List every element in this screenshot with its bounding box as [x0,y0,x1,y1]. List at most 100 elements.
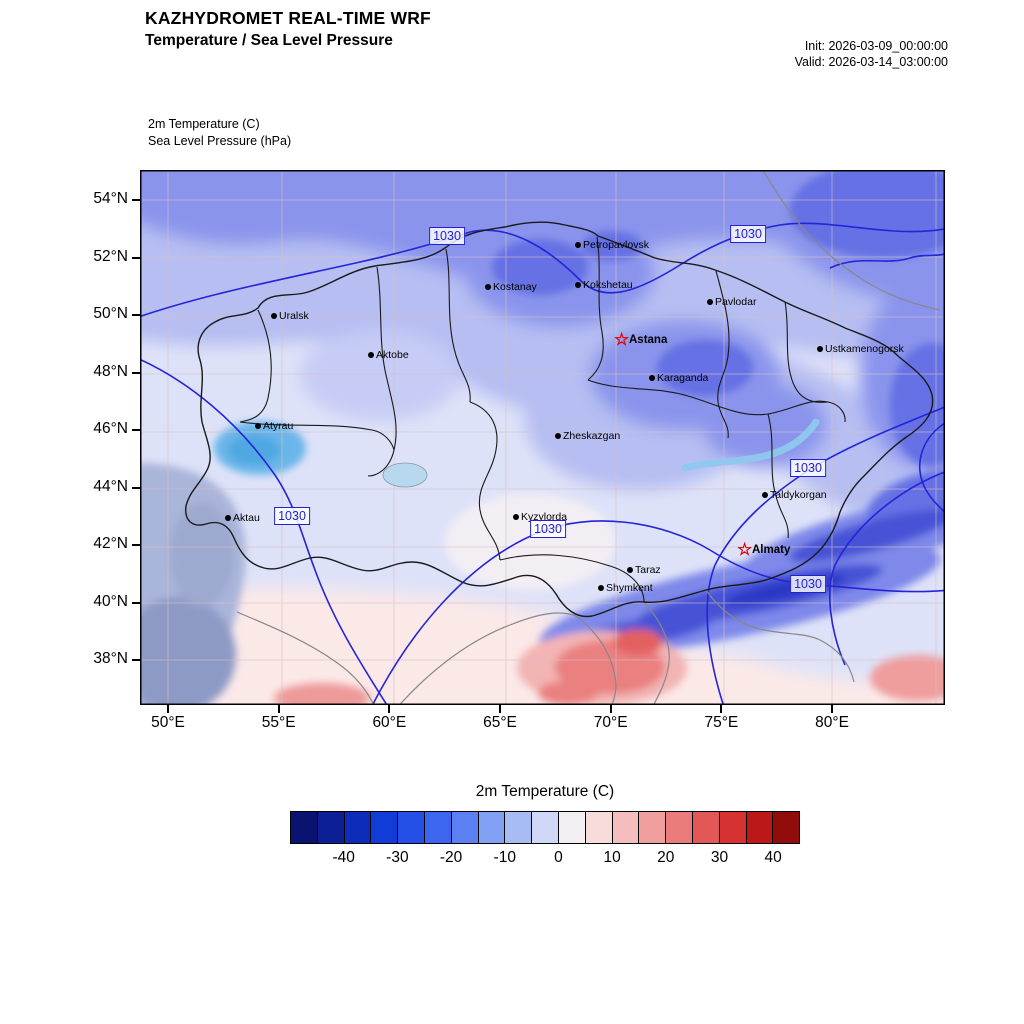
city-label: Taldykorgan [770,489,827,501]
colorbar-cell [666,812,693,843]
colorbar-cell [558,812,586,843]
city-marker [598,585,604,591]
colorbar-cell [639,812,667,843]
city-marker [575,282,581,288]
colorbar-cell [532,812,559,843]
colorbar-tick-label: -20 [439,849,463,866]
city-label: Ustkamenogorsk [825,343,904,355]
lat-tick-label: 40°N [93,592,128,610]
colorbar-cell [692,812,720,843]
lat-tick-label: 48°N [93,362,128,380]
capital-label: Almaty [752,544,791,556]
city-label: Atyrau [263,420,294,432]
city-label: Pavlodar [715,296,757,308]
city-label: Aktobe [376,349,409,361]
colorbar-tick-label: -40 [332,849,355,866]
product-title: KAZHYDROMET REAL-TIME WRF [145,8,431,28]
city-label: Taraz [635,564,661,576]
city-marker [255,423,261,429]
colorbar [290,811,800,844]
lat-tick-label: 54°N [93,190,128,207]
layer-labels: 2m Temperature (C) Sea Level Pressure (h… [148,116,291,150]
city-marker [485,284,491,290]
colorbar-cell [505,812,533,843]
lon-tick-label: 55°E [261,714,296,731]
lon-tickmark [277,705,280,713]
colorbar-ticks: -40 -30 -20 -10 0 10 20 30 40 [290,849,800,871]
capital-star-icon: ☆ [614,330,630,349]
kazakhstan-borders [185,221,934,618]
pressure-contour-label: 1030 [530,520,566,538]
lon-tickmark [167,705,169,713]
pressure-contour-label: 1030 [790,575,826,593]
colorbar-cell [478,812,506,843]
run-info: Init: 2026-03-09_00:00:00 Valid: 2026-03… [795,38,948,70]
city-label: Aktau [233,512,260,524]
colorbar-cell [344,812,372,843]
city-marker [649,375,655,381]
city-label: Uralsk [279,310,309,322]
colorbar-cell [746,812,774,843]
lakes [382,418,820,488]
colorbar-tick-label: -30 [386,849,409,866]
colorbar-cell [585,812,613,843]
lon-tickmark [831,705,834,713]
product-subtitle: Temperature / Sea Level Pressure [145,32,393,49]
lon-tick-label: 75°E [704,714,739,731]
colorbar-tick-label: 40 [764,849,782,866]
colorbar-tick-label: 30 [710,849,729,866]
capital-label: Astana [629,334,668,346]
lon-tick-label: 80°E [815,714,849,731]
city-label: Zheskazgan [563,430,621,442]
map-overlay: Petropavlovsk Kostanay Kokshetau Pavlodar Ur… [140,170,945,705]
layer-label-temperature: 2m Temperature (C) [148,117,260,131]
colorbar-title: 2m Temperature (C) [475,783,615,800]
lat-tickmark [132,486,140,489]
lat-tickmark [132,601,140,604]
pressure-contour-label: 1030 [730,225,766,243]
lon-tickmark [499,705,501,713]
lat-tickmark [132,371,140,374]
lat-tick-label: 38°N [93,650,128,667]
lat-tickmark [132,256,140,259]
map-frame: Petropavlovsk Kostanay Kokshetau Pavlodar Ur… [140,170,945,705]
colorbar-cell [612,812,640,843]
map-canvas [140,170,945,705]
city-marker [817,346,823,352]
city-marker [555,433,561,439]
lon-tickmark [720,705,723,713]
colorbar-cell [371,812,399,843]
city-label: Petropavlovsk [583,239,649,251]
pressure-contour-label: 1030 [790,459,826,477]
city-marker [271,313,277,319]
pressure-contour-label: 1030 [274,507,310,525]
city-label: Kostanay [493,281,537,293]
city-marker [575,242,581,248]
colorbar-cell [291,812,318,843]
lon-tick-label: 70°E [593,714,628,731]
lat-tick-label: 50°N [93,305,128,322]
lat-tick-label: 46°N [93,420,128,437]
city-label: Shymkent [606,582,653,594]
lat-tickmark [132,199,140,201]
colorbar-cell [317,812,345,843]
pressure-contour-label: 1030 [429,227,465,245]
city-marker [513,514,519,520]
valid-time: Valid: 2026-03-14_03:00:00 [794,55,948,69]
city-marker [225,515,231,521]
colorbar-tick-label: 0 [554,849,563,866]
lon-tick-label: 50°E [151,714,185,731]
colorbar-cell [773,812,800,843]
colorbar-cell [398,812,425,843]
lon-tickmark [609,705,612,713]
city-label: Karaganda [657,372,709,384]
lat-tickmark [132,429,140,431]
init-time: Init: 2026-03-09_00:00:00 [804,39,948,53]
capital-star-icon: ☆ [737,540,753,559]
colorbar-tick-label: -10 [493,849,516,866]
city-marker [707,299,713,305]
neighbor-country-borders [236,170,941,705]
city-label: Kokshetau [583,279,633,291]
oblast-borders [239,236,846,603]
